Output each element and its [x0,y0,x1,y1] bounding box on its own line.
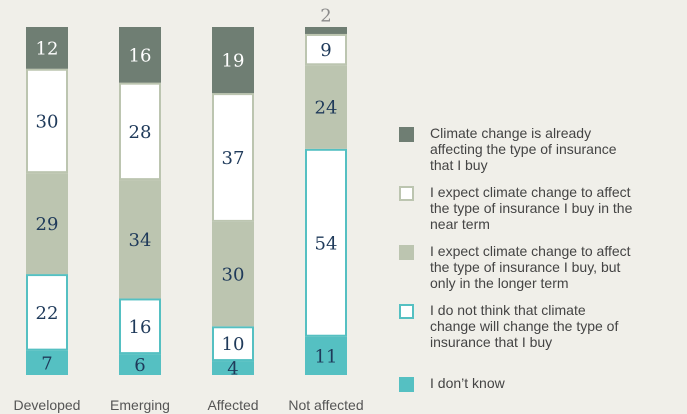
bar-segment [26,274,68,351]
legend-swatch [399,245,414,260]
legend-swatch [399,127,414,142]
legend: Climate change is already affecting the … [399,125,634,392]
bar-segment [212,326,254,362]
data-label: 34 [129,230,152,251]
bar-segment [26,173,68,275]
legend-swatch [399,304,414,319]
data-label: 2 [320,6,331,27]
bar-segment [26,68,68,174]
legend-swatch [399,377,414,392]
bar-segment [212,361,254,375]
bar-segment [305,336,347,375]
data-label: 9 [320,40,331,61]
bar-segment [305,33,347,66]
data-label: 7 [41,353,52,374]
legend-item: I do not think that climate change will … [399,302,634,350]
data-label: 29 [36,214,59,235]
legend-label: I expect climate change to affect the ty… [430,184,633,232]
legend-label: I don’t know [430,375,505,391]
bar-segment [119,354,161,375]
data-label: 24 [315,98,338,119]
data-label: 30 [36,111,59,132]
legend-item: Climate change is already affecting the … [399,125,634,173]
bar-segment [26,350,68,375]
bar-segment [119,27,161,83]
bar-segment [305,65,347,149]
data-label: 11 [315,346,338,367]
data-label: 16 [129,45,152,66]
bar-segment [212,93,254,222]
bar-segment [305,27,347,34]
x-tick-label: Emerging [110,397,170,413]
legend-item: I expect climate change to affect the ty… [399,184,634,232]
data-label: 30 [222,265,245,286]
legend-label: Climate change is already affecting the … [430,125,617,173]
data-label: 12 [36,38,59,59]
legend-swatch [399,186,414,201]
x-tick-label: Developed [14,397,81,413]
data-label: 6 [134,355,145,376]
legend-label: I do not think that climate change will … [430,302,619,350]
data-label: 54 [315,233,338,254]
legend-item: I expect climate change to affect the ty… [399,243,634,291]
data-label: 19 [222,51,245,72]
data-label: 16 [129,317,152,338]
x-tick-label: Not affected [288,397,363,413]
data-label: 28 [129,122,152,143]
bar-segment [212,27,254,94]
bar-segment [305,148,347,337]
data-label: 10 [222,334,245,355]
bar-segment [119,298,161,355]
data-label: 4 [227,359,238,380]
bar-segment [212,221,254,327]
data-label: 22 [36,303,59,324]
legend-item: I don’t know [399,375,634,392]
bar-segment [26,27,68,69]
data-label: 37 [222,148,245,169]
x-tick-label: Affected [207,397,258,413]
bar-segment [119,82,161,181]
bar-segment [119,180,161,299]
legend-label: I expect climate change to affect the ty… [430,243,631,291]
